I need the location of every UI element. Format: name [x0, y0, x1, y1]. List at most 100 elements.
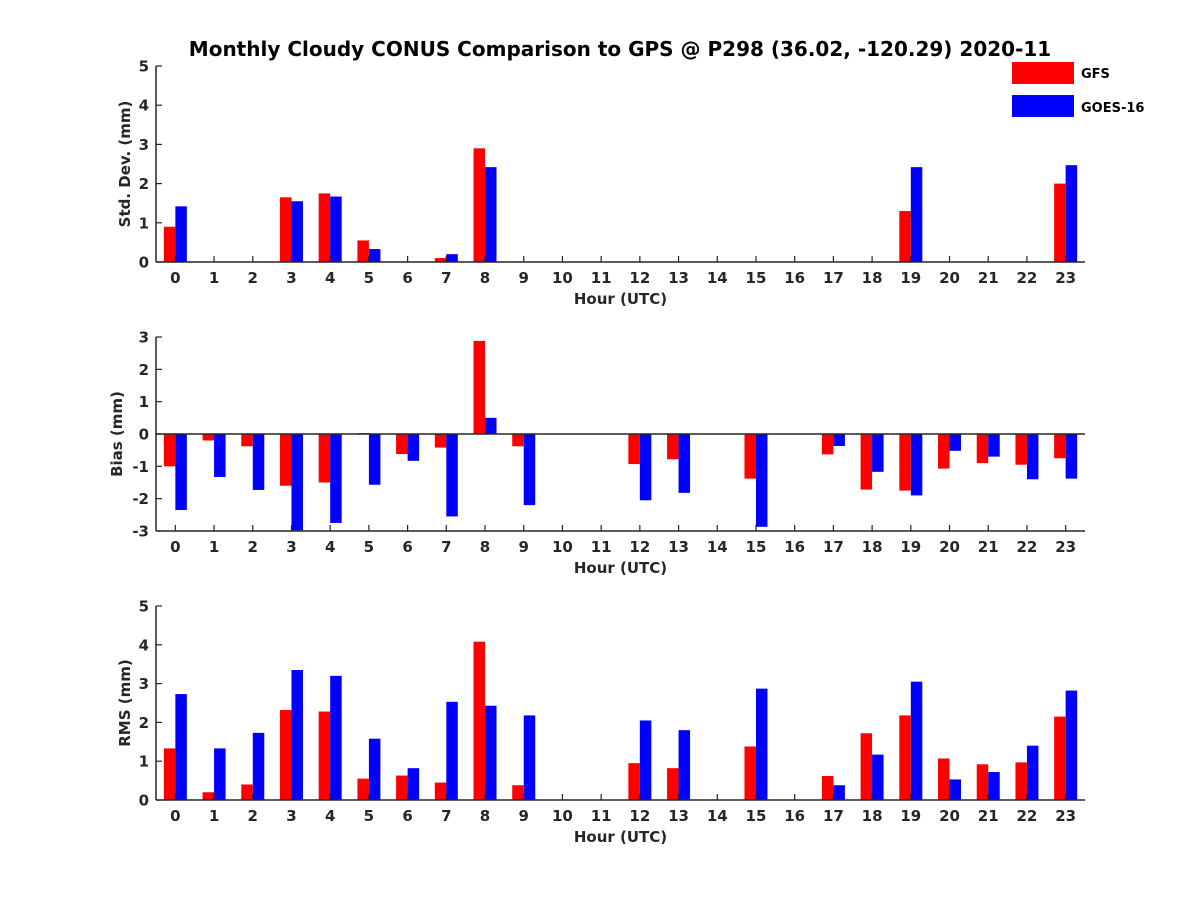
x-tick-label: 7 [441, 538, 451, 556]
y-tick-label: 3 [139, 136, 149, 154]
bar-goes-hour-20 [949, 434, 962, 451]
bar-gfs-hour-12 [628, 763, 640, 800]
legend-label-goes16: GOES-16 [1081, 101, 1144, 116]
x-tick-label: 14 [707, 269, 728, 287]
y-tick-label: 2 [139, 361, 149, 379]
x-tick-label: 11 [591, 538, 612, 556]
bar-gfs-hour-18 [860, 733, 873, 800]
x-tick-label: 10 [552, 538, 573, 556]
bar-goes-hour-18 [872, 754, 884, 800]
x-tick-label: 18 [862, 269, 883, 287]
x-tick-label: 12 [629, 807, 650, 825]
x-tick-label: 11 [591, 269, 612, 287]
bar-goes-hour-21 [988, 434, 1000, 457]
x-tick-label: 22 [1017, 538, 1038, 556]
bar-goes-hour-13 [678, 730, 691, 800]
x-tick-label: 6 [402, 269, 412, 287]
x-tick-label: 0 [170, 269, 180, 287]
bar-goes-hour-19 [910, 434, 923, 496]
x-tick-label: 3 [286, 269, 296, 287]
x-tick-label: 23 [1055, 807, 1076, 825]
bar-goes-hour-23 [1065, 690, 1078, 800]
bar-goes-hour-8 [485, 417, 497, 434]
bar-goes-hour-17 [833, 785, 845, 800]
bar-gfs-hour-2 [241, 434, 253, 447]
legend-swatch-goes16 [1012, 95, 1074, 117]
bar-goes-hour-22 [1026, 745, 1039, 800]
x-tick-label: 21 [978, 269, 999, 287]
bar-gfs-hour-3 [279, 709, 292, 800]
bar-gfs-hour-5 [357, 240, 369, 262]
y-tick-label: 0 [139, 792, 149, 810]
x-axis-label: Hour (UTC) [574, 828, 667, 846]
x-tick-label: 15 [746, 269, 767, 287]
bar-goes-hour-18 [872, 434, 884, 472]
bar-goes-hour-2 [252, 434, 265, 490]
bar-goes-hour-1 [214, 748, 226, 800]
bar-goes-hour-3 [291, 201, 303, 262]
bar-goes-hour-22 [1026, 434, 1039, 480]
bar-goes-hour-4 [330, 434, 342, 523]
x-tick-label: 14 [707, 807, 728, 825]
x-tick-label: 4 [325, 538, 335, 556]
x-tick-label: 15 [746, 807, 767, 825]
bar-gfs-hour-17 [821, 434, 834, 455]
x-tick-label: 14 [707, 538, 728, 556]
bar-goes-hour-19 [910, 167, 923, 262]
bar-goes-hour-2 [252, 732, 265, 800]
bar-goes-hour-5 [368, 738, 381, 800]
bar-goes-hour-6 [407, 434, 420, 461]
y-tick-label: 4 [139, 97, 149, 115]
bar-gfs-hour-7 [434, 782, 447, 800]
y-tick-label: 4 [139, 636, 149, 654]
bar-gfs-hour-21 [976, 434, 989, 464]
y-tick-label: 5 [139, 598, 149, 616]
legend-swatch-gfs [1012, 62, 1074, 84]
bar-gfs-hour-1 [202, 434, 215, 441]
x-tick-label: 20 [939, 807, 960, 825]
x-tick-label: 8 [480, 807, 490, 825]
x-tick-label: 12 [629, 269, 650, 287]
x-tick-label: 5 [364, 807, 374, 825]
y-tick-label: 0 [139, 254, 149, 272]
x-tick-label: 2 [248, 807, 258, 825]
bar-gfs-hour-19 [899, 715, 911, 800]
x-tick-label: 12 [629, 538, 650, 556]
legend-label-gfs: GFS [1081, 67, 1110, 82]
y-axis-label: Std. Dev. (mm) [116, 101, 134, 228]
bar-goes-hour-4 [330, 196, 342, 262]
x-tick-label: 19 [900, 538, 921, 556]
y-tick-label: 0 [139, 426, 149, 444]
bar-gfs-hour-20 [938, 758, 950, 800]
bar-gfs-hour-8 [473, 148, 486, 262]
y-tick-label: 3 [139, 675, 149, 693]
bar-goes-hour-7 [446, 254, 458, 262]
x-tick-label: 7 [441, 269, 451, 287]
bar-gfs-hour-18 [860, 434, 873, 490]
x-tick-label: 18 [862, 807, 883, 825]
bar-goes-hour-0 [175, 694, 187, 800]
bar-gfs-hour-23 [1054, 183, 1066, 262]
x-tick-label: 7 [441, 807, 451, 825]
y-axis-label: Bias (mm) [108, 391, 126, 477]
bar-gfs-hour-15 [744, 746, 756, 800]
x-tick-label: 15 [746, 538, 767, 556]
legend: GFS GOES-16 [1012, 62, 1144, 117]
x-tick-label: 21 [978, 807, 999, 825]
x-tick-label: 16 [784, 269, 805, 287]
bar-gfs-hour-6 [396, 775, 408, 800]
y-tick-label: 2 [139, 714, 149, 732]
bar-gfs-hour-3 [279, 434, 292, 486]
bar-gfs-hour-12 [628, 434, 640, 465]
x-tick-label: 9 [519, 807, 529, 825]
bar-goes-hour-1 [214, 434, 226, 477]
x-tick-label: 9 [519, 538, 529, 556]
bar-gfs-hour-20 [938, 434, 950, 469]
bar-gfs-hour-23 [1054, 434, 1066, 459]
y-tick-label: 1 [139, 214, 149, 232]
bar-gfs-hour-15 [744, 434, 756, 479]
bar-goes-hour-21 [988, 772, 1000, 800]
